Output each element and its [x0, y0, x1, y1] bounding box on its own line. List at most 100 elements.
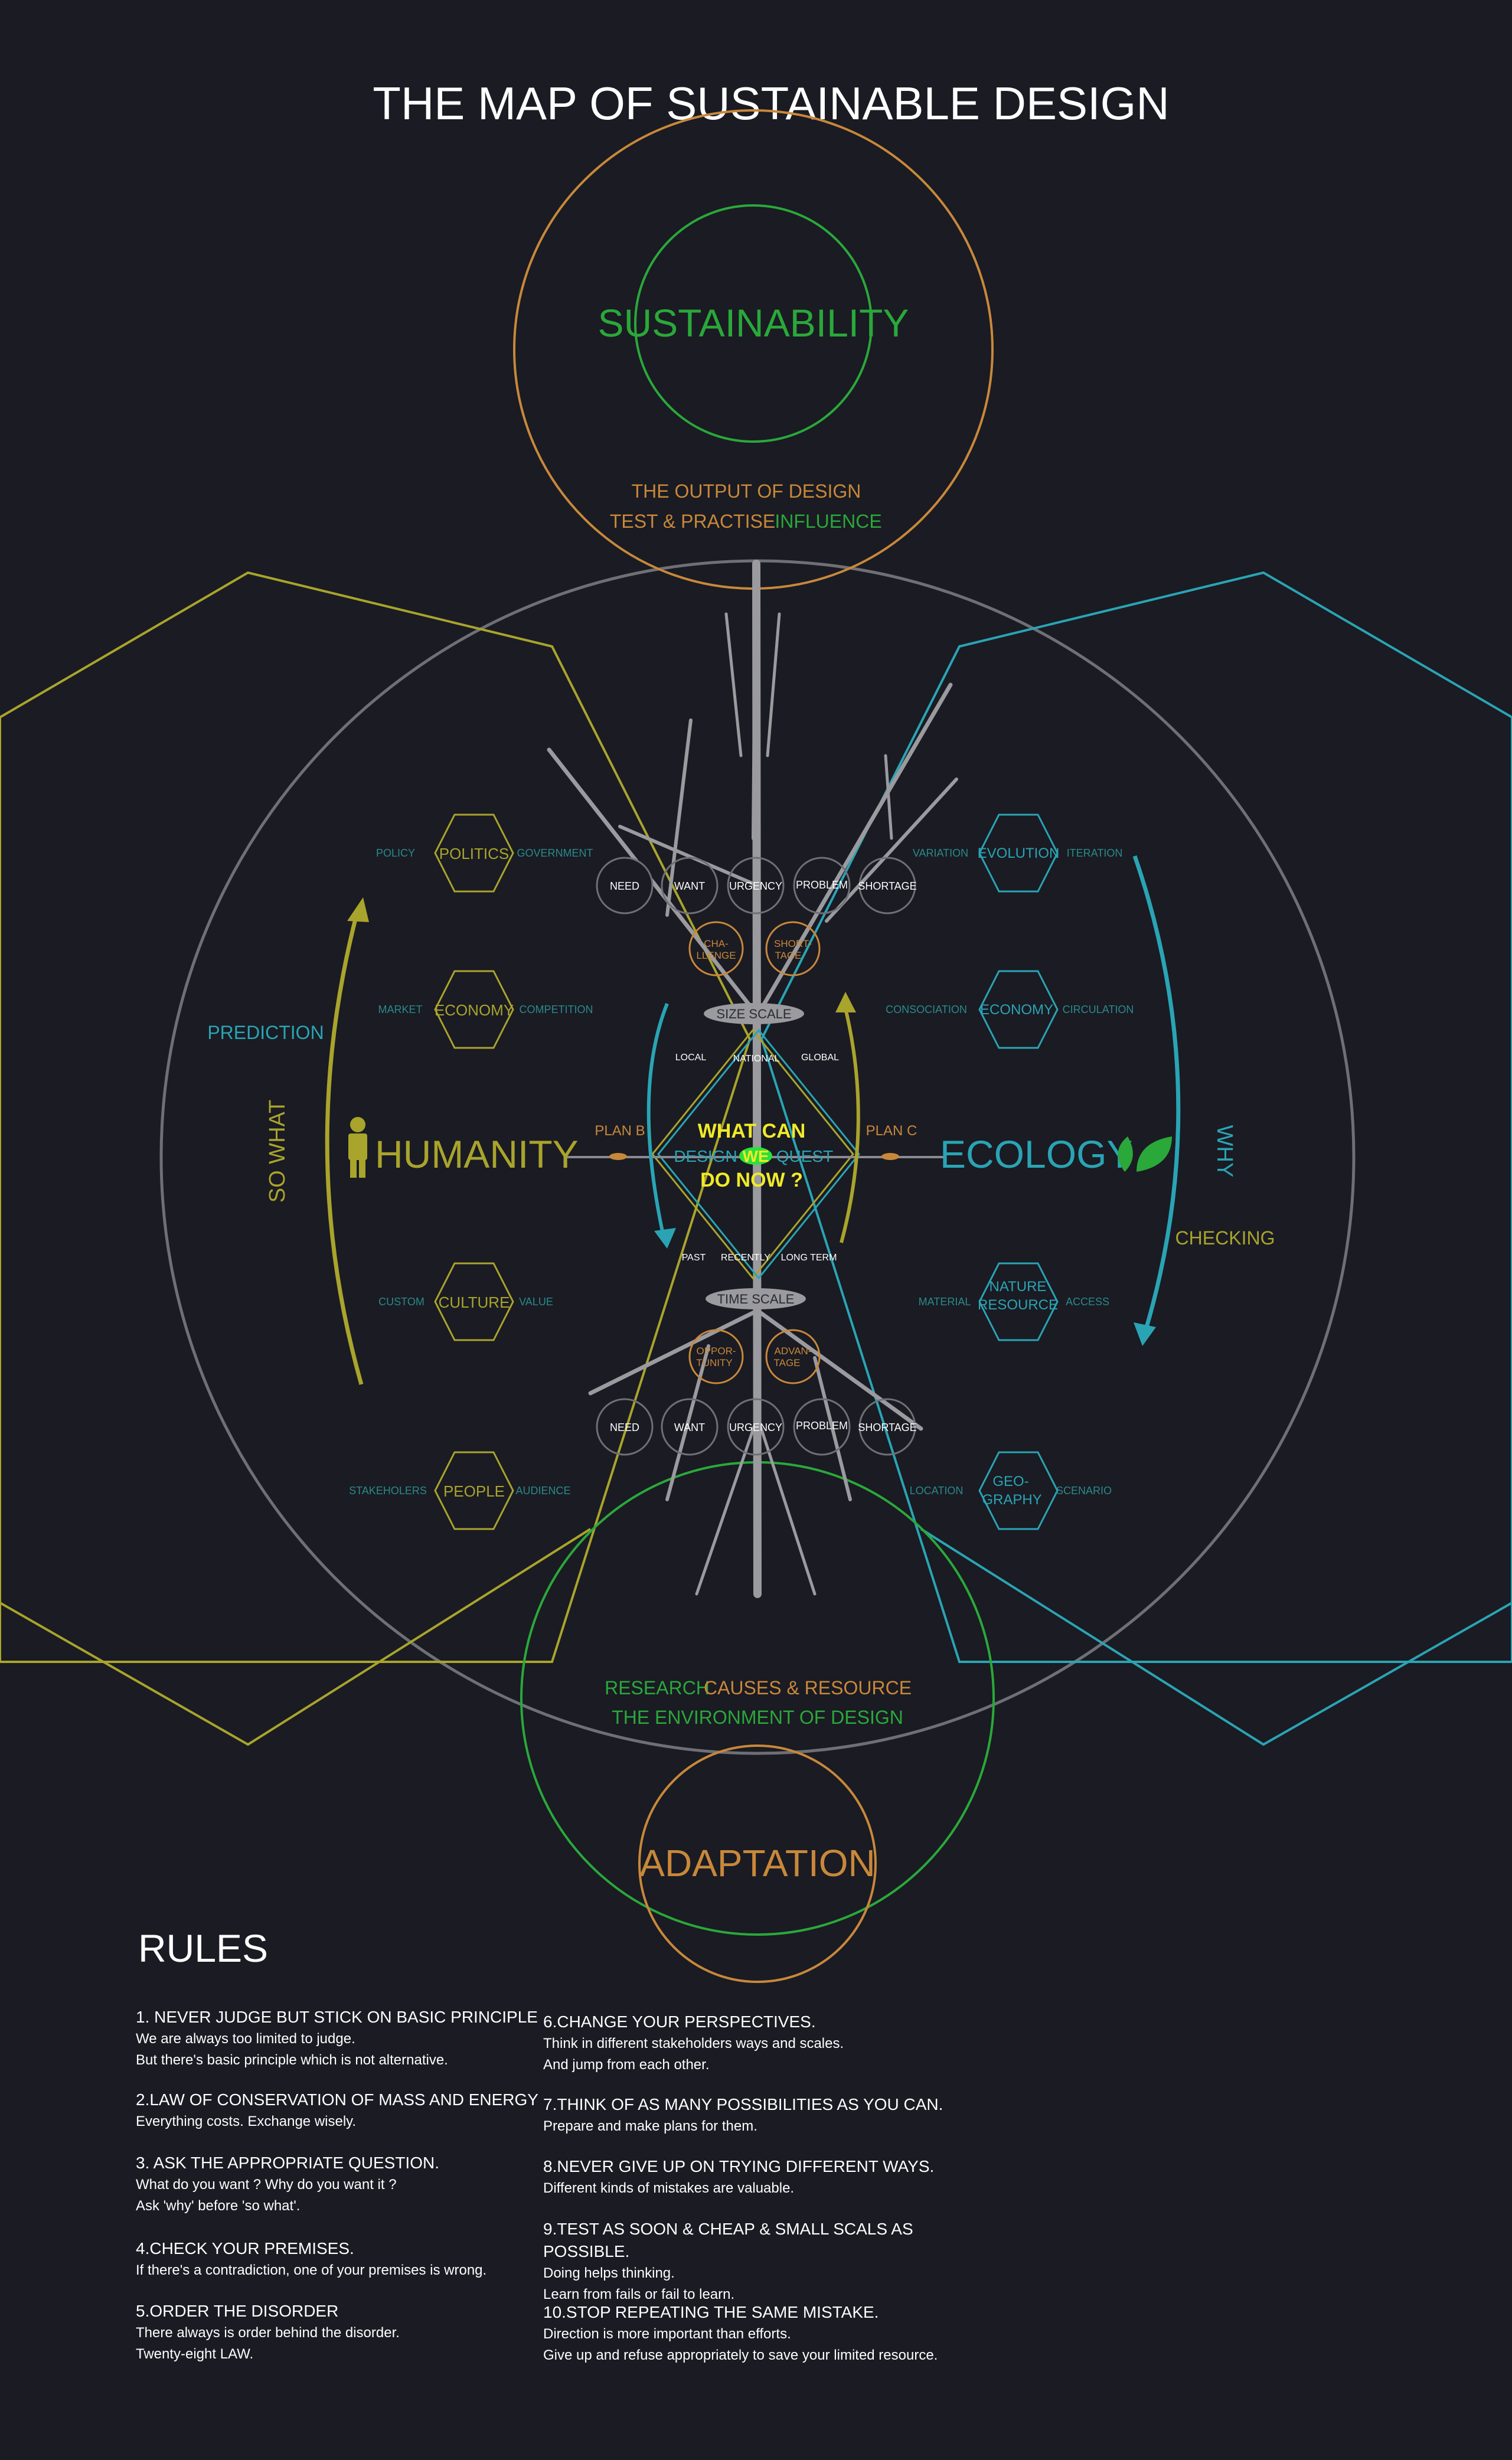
- challenge-circle: [688, 921, 744, 976]
- rule-description: Think in different stakeholders ways and…: [543, 2036, 844, 2051]
- root-right: [755, 1308, 923, 1431]
- hex-culture-left: CUSTOM: [378, 1296, 424, 1308]
- center-diamond-olive: [651, 1028, 854, 1280]
- upper-need-label: NEED: [610, 880, 639, 892]
- branch-upper-left-2: [618, 825, 759, 887]
- rule-description: There always is order behind the disorde…: [136, 2325, 400, 2341]
- rule-heading: 4.CHECK YOUR PREMISES.: [136, 2239, 354, 2258]
- rule-item: 1. NEVER JUDGE BUT STICK ON BASIC PRINCI…: [136, 2006, 561, 2071]
- design-label: DESIGN: [674, 1147, 737, 1165]
- plan-b-dot: [609, 1153, 627, 1160]
- opportunity-label-2: TUNITY: [696, 1357, 732, 1368]
- rule-heading: 3. ASK THE APPROPRIATE QUESTION.: [136, 2154, 439, 2172]
- hex-economy-right: [978, 970, 1059, 1049]
- rule-heading: 5.ORDER THE DISORDER: [136, 2302, 339, 2320]
- hex-evolution-left: VARIATION: [913, 847, 968, 859]
- rule-heading: 2.LAW OF CONSERVATION OF MASS AND ENERGY: [136, 2090, 538, 2109]
- time-scale-label: TIME SCALE: [717, 1292, 795, 1306]
- root-right-2: [813, 1356, 852, 1501]
- time-tick-long-term: LONG TERM: [781, 1253, 837, 1263]
- right-lower-frame-line: [920, 1528, 1512, 1746]
- hex-geography-right: SCENARIO: [1056, 1485, 1112, 1497]
- root-left-3: [695, 1415, 759, 1596]
- branch-upper-left-3: [665, 718, 693, 917]
- we-highlight: [739, 1147, 772, 1165]
- size-tick-national: NATIONAL: [733, 1054, 780, 1064]
- upper-want-label: WANT: [674, 880, 705, 892]
- rule-heading: 7.THINK OF AS MANY POSSIBILITIES AS YOU …: [543, 2095, 943, 2113]
- environment-of-design-label: THE ENVIRONMENT OF DESIGN: [612, 1707, 903, 1728]
- hex-evolution-right: ITERATION: [1067, 847, 1123, 859]
- person-icon: [348, 1117, 367, 1178]
- hex-economy-left-left: MARKET: [378, 1004, 422, 1015]
- rule-item: 9.TEST AS SOON & CHEAP & SMALL SCALS AS …: [543, 2218, 968, 2305]
- upper-shortage-label: SHORTAGE: [858, 880, 916, 892]
- sustainability-label: SUSTAINABILITY: [598, 301, 909, 345]
- root-left-2: [665, 1344, 710, 1501]
- upper-need-circle: [596, 857, 654, 914]
- sustainability-circle: [634, 204, 873, 443]
- outer-right-arrow: [1132, 855, 1181, 1332]
- hex-geography-label2: GRAPHY: [982, 1492, 1041, 1508]
- inner-right-arrowhead: [835, 992, 856, 1012]
- why-label: WHY: [1212, 1125, 1237, 1178]
- lower-problem-circle: [793, 1398, 851, 1456]
- twig-upper-left: [724, 612, 743, 757]
- rule-description: Everything costs. Exchange wisely.: [136, 2113, 357, 2129]
- hex-culture: [434, 1262, 514, 1341]
- output-of-design-label: THE OUTPUT OF DESIGN: [632, 481, 861, 502]
- hex-nature-label: NATURE: [990, 1279, 1047, 1295]
- hex-evolution: [978, 814, 1059, 893]
- opportunity-label-1: OPPOR-: [696, 1345, 736, 1357]
- page-title: THE MAP OF SUSTAINABLE DESIGN: [373, 77, 1169, 129]
- rule-description: Different kinds of mistakes are valuable…: [543, 2180, 795, 2196]
- we-label: WE: [742, 1147, 769, 1165]
- lower-need-label: NEED: [610, 1422, 639, 1433]
- hex-politics: [434, 814, 514, 893]
- rule-description: Ask 'why' before 'so what'.: [136, 2198, 301, 2214]
- hex-culture-label: CULTURE: [439, 1293, 510, 1311]
- right-hexagons: EVOLUTION VARIATION ITERATION ECONOMY CO…: [886, 814, 1134, 1530]
- inner-right-arrow: [840, 1003, 860, 1243]
- hex-people-right: AUDIENCE: [515, 1485, 570, 1497]
- hex-resource-label: RESOURCE: [978, 1297, 1058, 1313]
- challenge-label-1: CHA-: [704, 938, 729, 949]
- hex-culture-right: VALUE: [519, 1296, 553, 1308]
- branch-upper-right: [755, 682, 953, 1018]
- opportunity-circle: [688, 1329, 744, 1384]
- rule-description: Twenty-eight LAW.: [136, 2346, 254, 2362]
- left-lower-frame-line: [0, 1528, 592, 1746]
- rule-description: Prepare and make plans for them.: [543, 2118, 757, 2134]
- upper-shortage-circle: [858, 857, 916, 914]
- lower-shortage-label: SHORTAGE: [858, 1422, 916, 1433]
- outer-left-arrow: [325, 912, 364, 1385]
- center-diamond-teal: [657, 1028, 860, 1280]
- advantage-label-1: ADVAN-: [775, 1345, 812, 1357]
- hex-geography-label1: GEO-: [992, 1474, 1028, 1489]
- leaf-icon-small: [1118, 1136, 1133, 1172]
- rule-item: 8.NEVER GIVE UP ON TRYING DIFFERENT WAYS…: [543, 2155, 968, 2199]
- hex-economy-right-left: CONSOCIATION: [886, 1004, 967, 1015]
- checking-label: CHECKING: [1175, 1227, 1275, 1249]
- rules-title: RULES: [138, 1926, 269, 1970]
- upper-problem-circle: [793, 857, 851, 914]
- rule-description: Doing helps thinking.: [543, 2265, 675, 2281]
- right-hexagon-frame: [760, 571, 1512, 1663]
- size-scale-pill: [704, 1003, 804, 1024]
- upper-urgency-label: URGENCY: [729, 880, 782, 892]
- hex-politics-right: GOVERNMENT: [517, 847, 593, 859]
- shortage-small-circle: [765, 921, 821, 976]
- hex-economy-right-right: CIRCULATION: [1063, 1004, 1134, 1015]
- rule-heading: 1. NEVER JUDGE BUT STICK ON BASIC PRINCI…: [136, 2008, 538, 2026]
- hex-economy-left: [434, 970, 514, 1049]
- hex-people: [434, 1451, 514, 1530]
- hex-people-label: PEOPLE: [443, 1482, 505, 1500]
- plan-c-label: PLAN C: [866, 1123, 917, 1139]
- rule-description: And jump from each other.: [543, 2057, 710, 2073]
- test-practise-label: TEST & PRACTISE: [610, 511, 775, 532]
- hex-politics-left: POLICY: [376, 847, 415, 859]
- lower-want-label: WANT: [674, 1422, 705, 1433]
- hex-people-left: STAKEHOLERS: [349, 1485, 427, 1497]
- time-tick-past: PAST: [682, 1253, 706, 1263]
- influence-label: INFLUENCE: [775, 511, 881, 532]
